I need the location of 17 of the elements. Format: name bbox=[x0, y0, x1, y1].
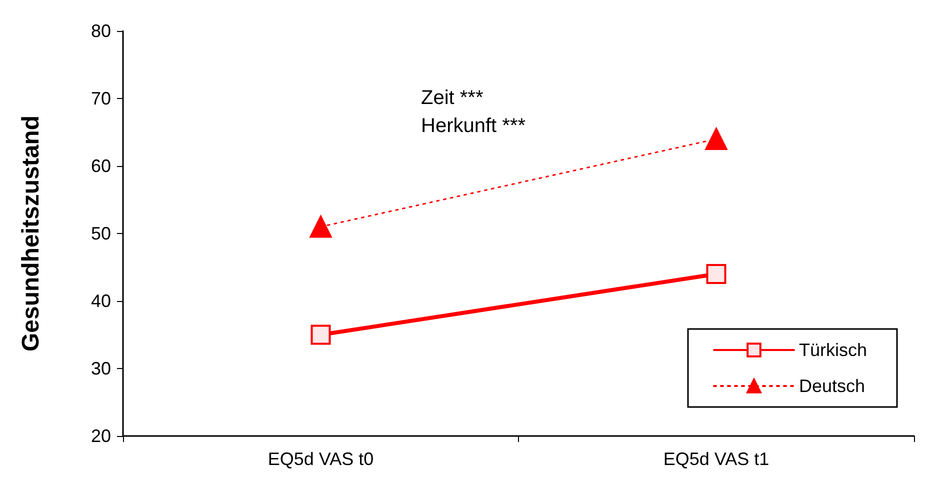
y-tick-label: 60 bbox=[90, 156, 111, 176]
y-tick-label: 20 bbox=[90, 426, 111, 446]
y-tick-label: 70 bbox=[90, 88, 111, 108]
x-tick-label: EQ5d VAS t1 bbox=[663, 449, 770, 469]
y-tick-label: 50 bbox=[90, 224, 111, 244]
legend-label: Deutsch bbox=[798, 376, 866, 396]
annotation: Zeit *** bbox=[421, 87, 484, 109]
annotation: Herkunft *** bbox=[421, 115, 526, 137]
y-tick-label: 80 bbox=[90, 21, 111, 41]
y-tick-label: 40 bbox=[90, 291, 111, 311]
point bbox=[310, 324, 331, 345]
point bbox=[706, 264, 726, 284]
legend-label: Türkisch bbox=[798, 340, 868, 360]
point bbox=[705, 128, 728, 150]
x-tick-label: EQ5d VAS t0 bbox=[268, 449, 374, 469]
y-axis-title: Gesundheitszustand bbox=[18, 115, 44, 352]
y-tick-label: 30 bbox=[90, 358, 111, 378]
